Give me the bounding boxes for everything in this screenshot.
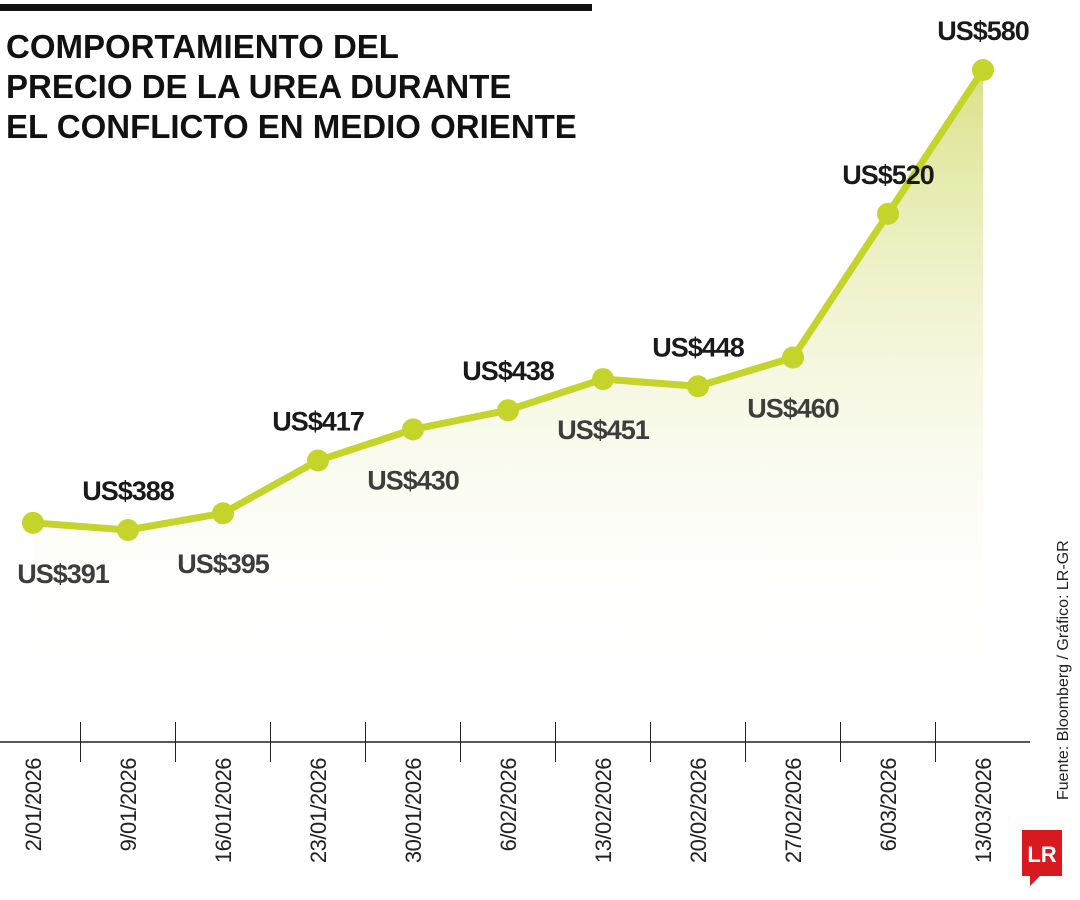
value-label: US$520 (842, 160, 934, 190)
value-label: US$395 (177, 549, 270, 579)
logo-box (1022, 830, 1062, 886)
x-tick-label: 2/01/2026 (21, 758, 46, 852)
source-note: Fuente: Bloomberg / Gráfico: LR-GR (1055, 540, 1072, 800)
point (212, 502, 234, 525)
value-label: US$580 (937, 16, 1029, 46)
title-line: PRECIO DE LA UREA DURANTE (6, 68, 511, 105)
point (22, 511, 44, 534)
value-label: US$391 (17, 559, 110, 589)
x-tick-label: 23/01/2026 (306, 758, 331, 863)
x-tick-label: 6/02/2026 (496, 758, 521, 852)
point (592, 368, 614, 391)
point (687, 375, 709, 398)
value-label: US$451 (557, 415, 650, 445)
x-tick-label: 27/02/2026 (781, 758, 806, 863)
point (972, 59, 994, 81)
point (877, 202, 899, 225)
x-tick-label: 9/01/2026 (116, 758, 141, 852)
x-tick-label: 20/02/2026 (686, 758, 711, 863)
title-bar (0, 4, 592, 11)
logo: LR (1027, 842, 1056, 867)
title-line: COMPORTAMIENTO DEL (6, 28, 399, 65)
chart-title: COMPORTAMIENTO DEL PRECIO DE LA UREA DUR… (6, 28, 577, 145)
value-label: US$417 (272, 407, 364, 437)
point (782, 346, 804, 369)
point (402, 418, 424, 441)
x-tick-label: 13/03/2026 (971, 758, 996, 863)
x-tick-label: 6/03/2026 (876, 758, 901, 852)
x-tick-label: 30/01/2026 (401, 758, 426, 863)
point (117, 519, 139, 541)
x-tick-label: 13/02/2026 (591, 758, 616, 863)
value-label: US$448 (652, 332, 745, 362)
point (307, 449, 329, 472)
area (33, 70, 983, 690)
value-label: US$388 (82, 476, 175, 506)
value-label: US$460 (747, 394, 839, 424)
value-label: US$430 (367, 465, 459, 495)
value-label: US$438 (462, 356, 555, 386)
title-line: EL CONFLICTO EN MEDIO ORIENTE (6, 108, 577, 145)
point (497, 399, 519, 422)
x-tick-label: 16/01/2026 (211, 758, 236, 863)
